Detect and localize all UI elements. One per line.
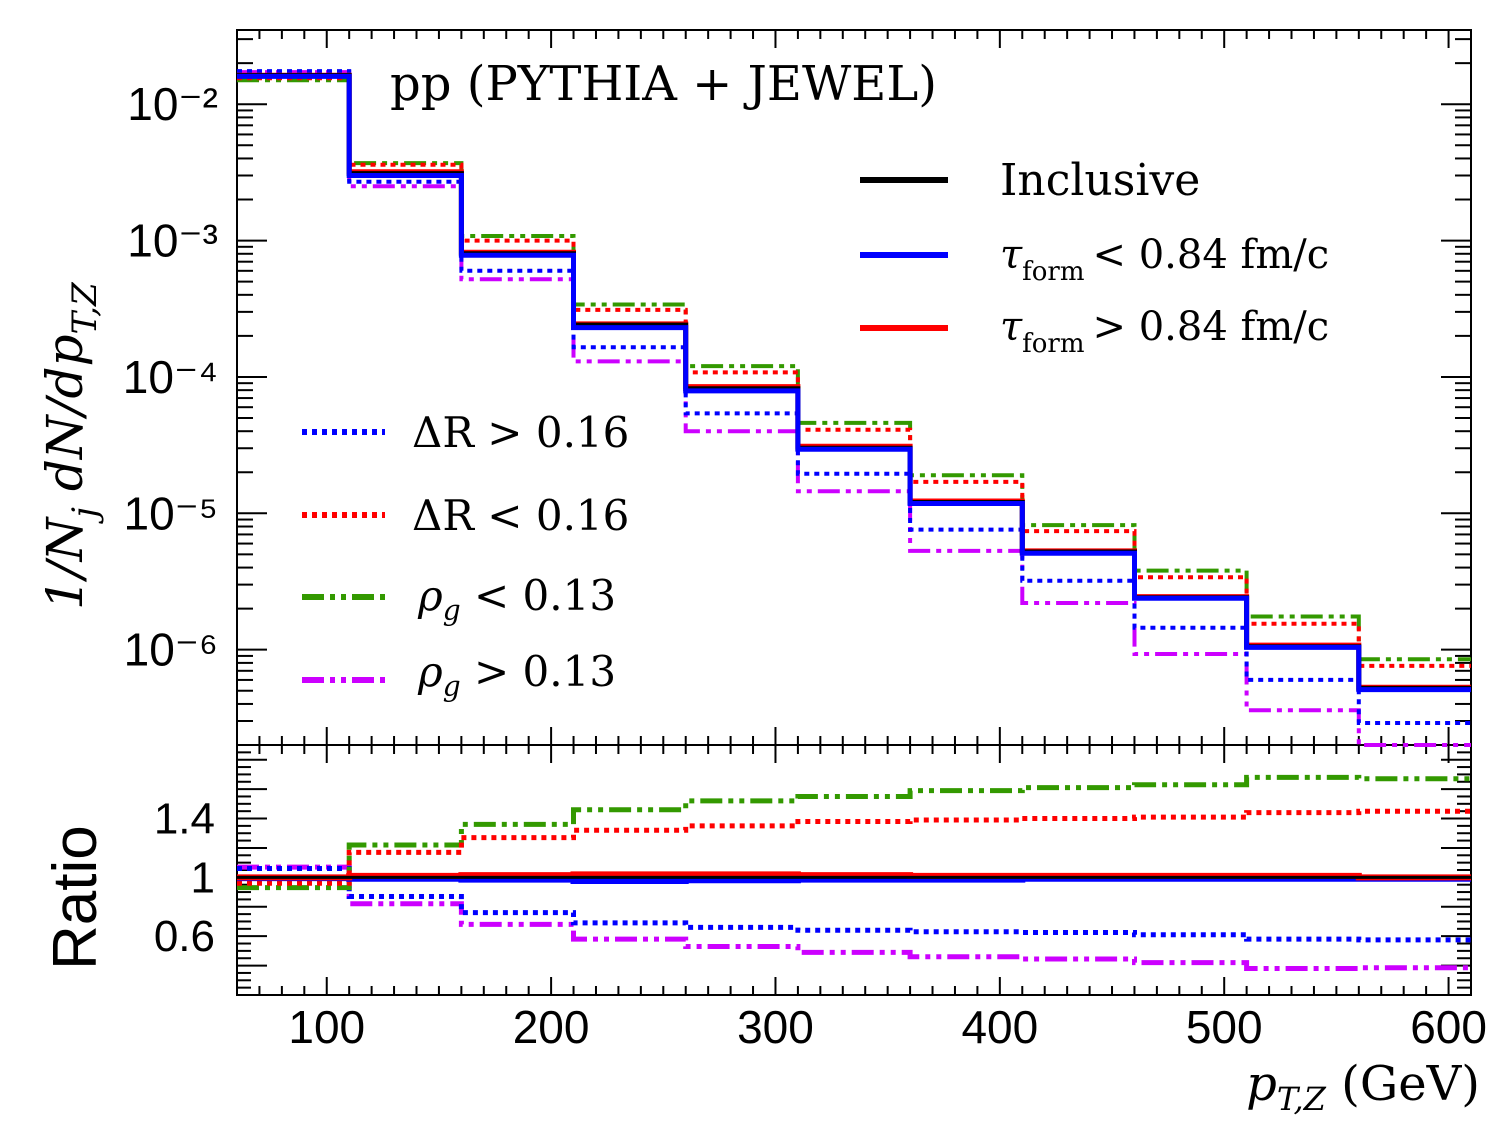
x-tick-label: 100 xyxy=(288,1001,365,1053)
y-tick-label: 10⁻² xyxy=(127,78,218,130)
x-tick-label: 300 xyxy=(737,1001,814,1053)
series-top-deltar-gt-0-16 xyxy=(237,69,1471,725)
top-panel-series xyxy=(237,69,1471,747)
ratio-tick-label: 1 xyxy=(191,853,215,902)
y-axis-title-top: 1/Nj dN/dpT,Z xyxy=(36,281,105,610)
legend-label-dr-gt: ΔR > 0.16 xyxy=(412,408,629,457)
x-tick-label: 200 xyxy=(513,1001,590,1053)
ratio-panel-series xyxy=(237,774,1471,971)
ratio-tick-label: 0.6 xyxy=(154,912,215,961)
top-panel-frame xyxy=(236,29,1472,746)
series-top-tau-form-lt-0-84-fm-c xyxy=(237,73,1471,693)
series-top-rho-g-gt-0-13 xyxy=(237,70,1471,747)
series-ratio-deltar-lt-0-16 xyxy=(237,808,1471,886)
legend-label-rho-lt: ρg < 0.13 xyxy=(417,571,616,627)
x-axis-title: pT,Z (GeV) xyxy=(1246,1056,1480,1118)
legend-label-dr-lt: ΔR < 0.16 xyxy=(412,491,629,540)
plot-title: pp (PYTHIA + JEWEL) xyxy=(390,56,937,112)
series-ratio-rho-g-gt-0-13 xyxy=(237,864,1471,971)
legend-label-tau-gt: τform > 0.84 fm/c xyxy=(1000,304,1329,359)
ratio-tick-label: 1.4 xyxy=(154,795,215,844)
legend-top-right: Inclusive τform < 0.84 fm/c τform > 0.84 f… xyxy=(860,155,1329,359)
legend-label-tau-lt: τform < 0.84 fm/c xyxy=(1000,232,1329,287)
series-ratio-rho-g-lt-0-13 xyxy=(237,774,1471,891)
series-ratio-deltar-gt-0-16 xyxy=(237,866,1471,943)
y-axis-title-ratio: Ratio xyxy=(41,825,110,970)
legend-label-inclusive: Inclusive xyxy=(1000,155,1200,206)
x-tick-label: 500 xyxy=(1186,1001,1263,1053)
x-tick-label: 400 xyxy=(961,1001,1038,1053)
axis-ticks xyxy=(236,30,1472,996)
legend-left: ΔR > 0.16 ΔR < 0.16 ρg < 0.13 ρg > 0.13 xyxy=(302,408,629,703)
y-tick-label: 10⁻⁵ xyxy=(123,487,218,539)
tick-labels: 100 200 300 400 500 600 10⁻² 10⁻³ 10⁻⁴ 10⁻⁵ 10⁻⁶ 1.… xyxy=(123,78,1487,1053)
ratio-panel-frame xyxy=(236,744,1472,996)
legend-label-rho-gt: ρg > 0.13 xyxy=(417,647,616,703)
x-tick-label: 600 xyxy=(1410,1001,1487,1053)
y-tick-label: 10⁻³ xyxy=(127,215,218,267)
y-tick-label: 10⁻⁴ xyxy=(123,351,218,403)
y-tick-label: 10⁻⁶ xyxy=(124,624,218,676)
